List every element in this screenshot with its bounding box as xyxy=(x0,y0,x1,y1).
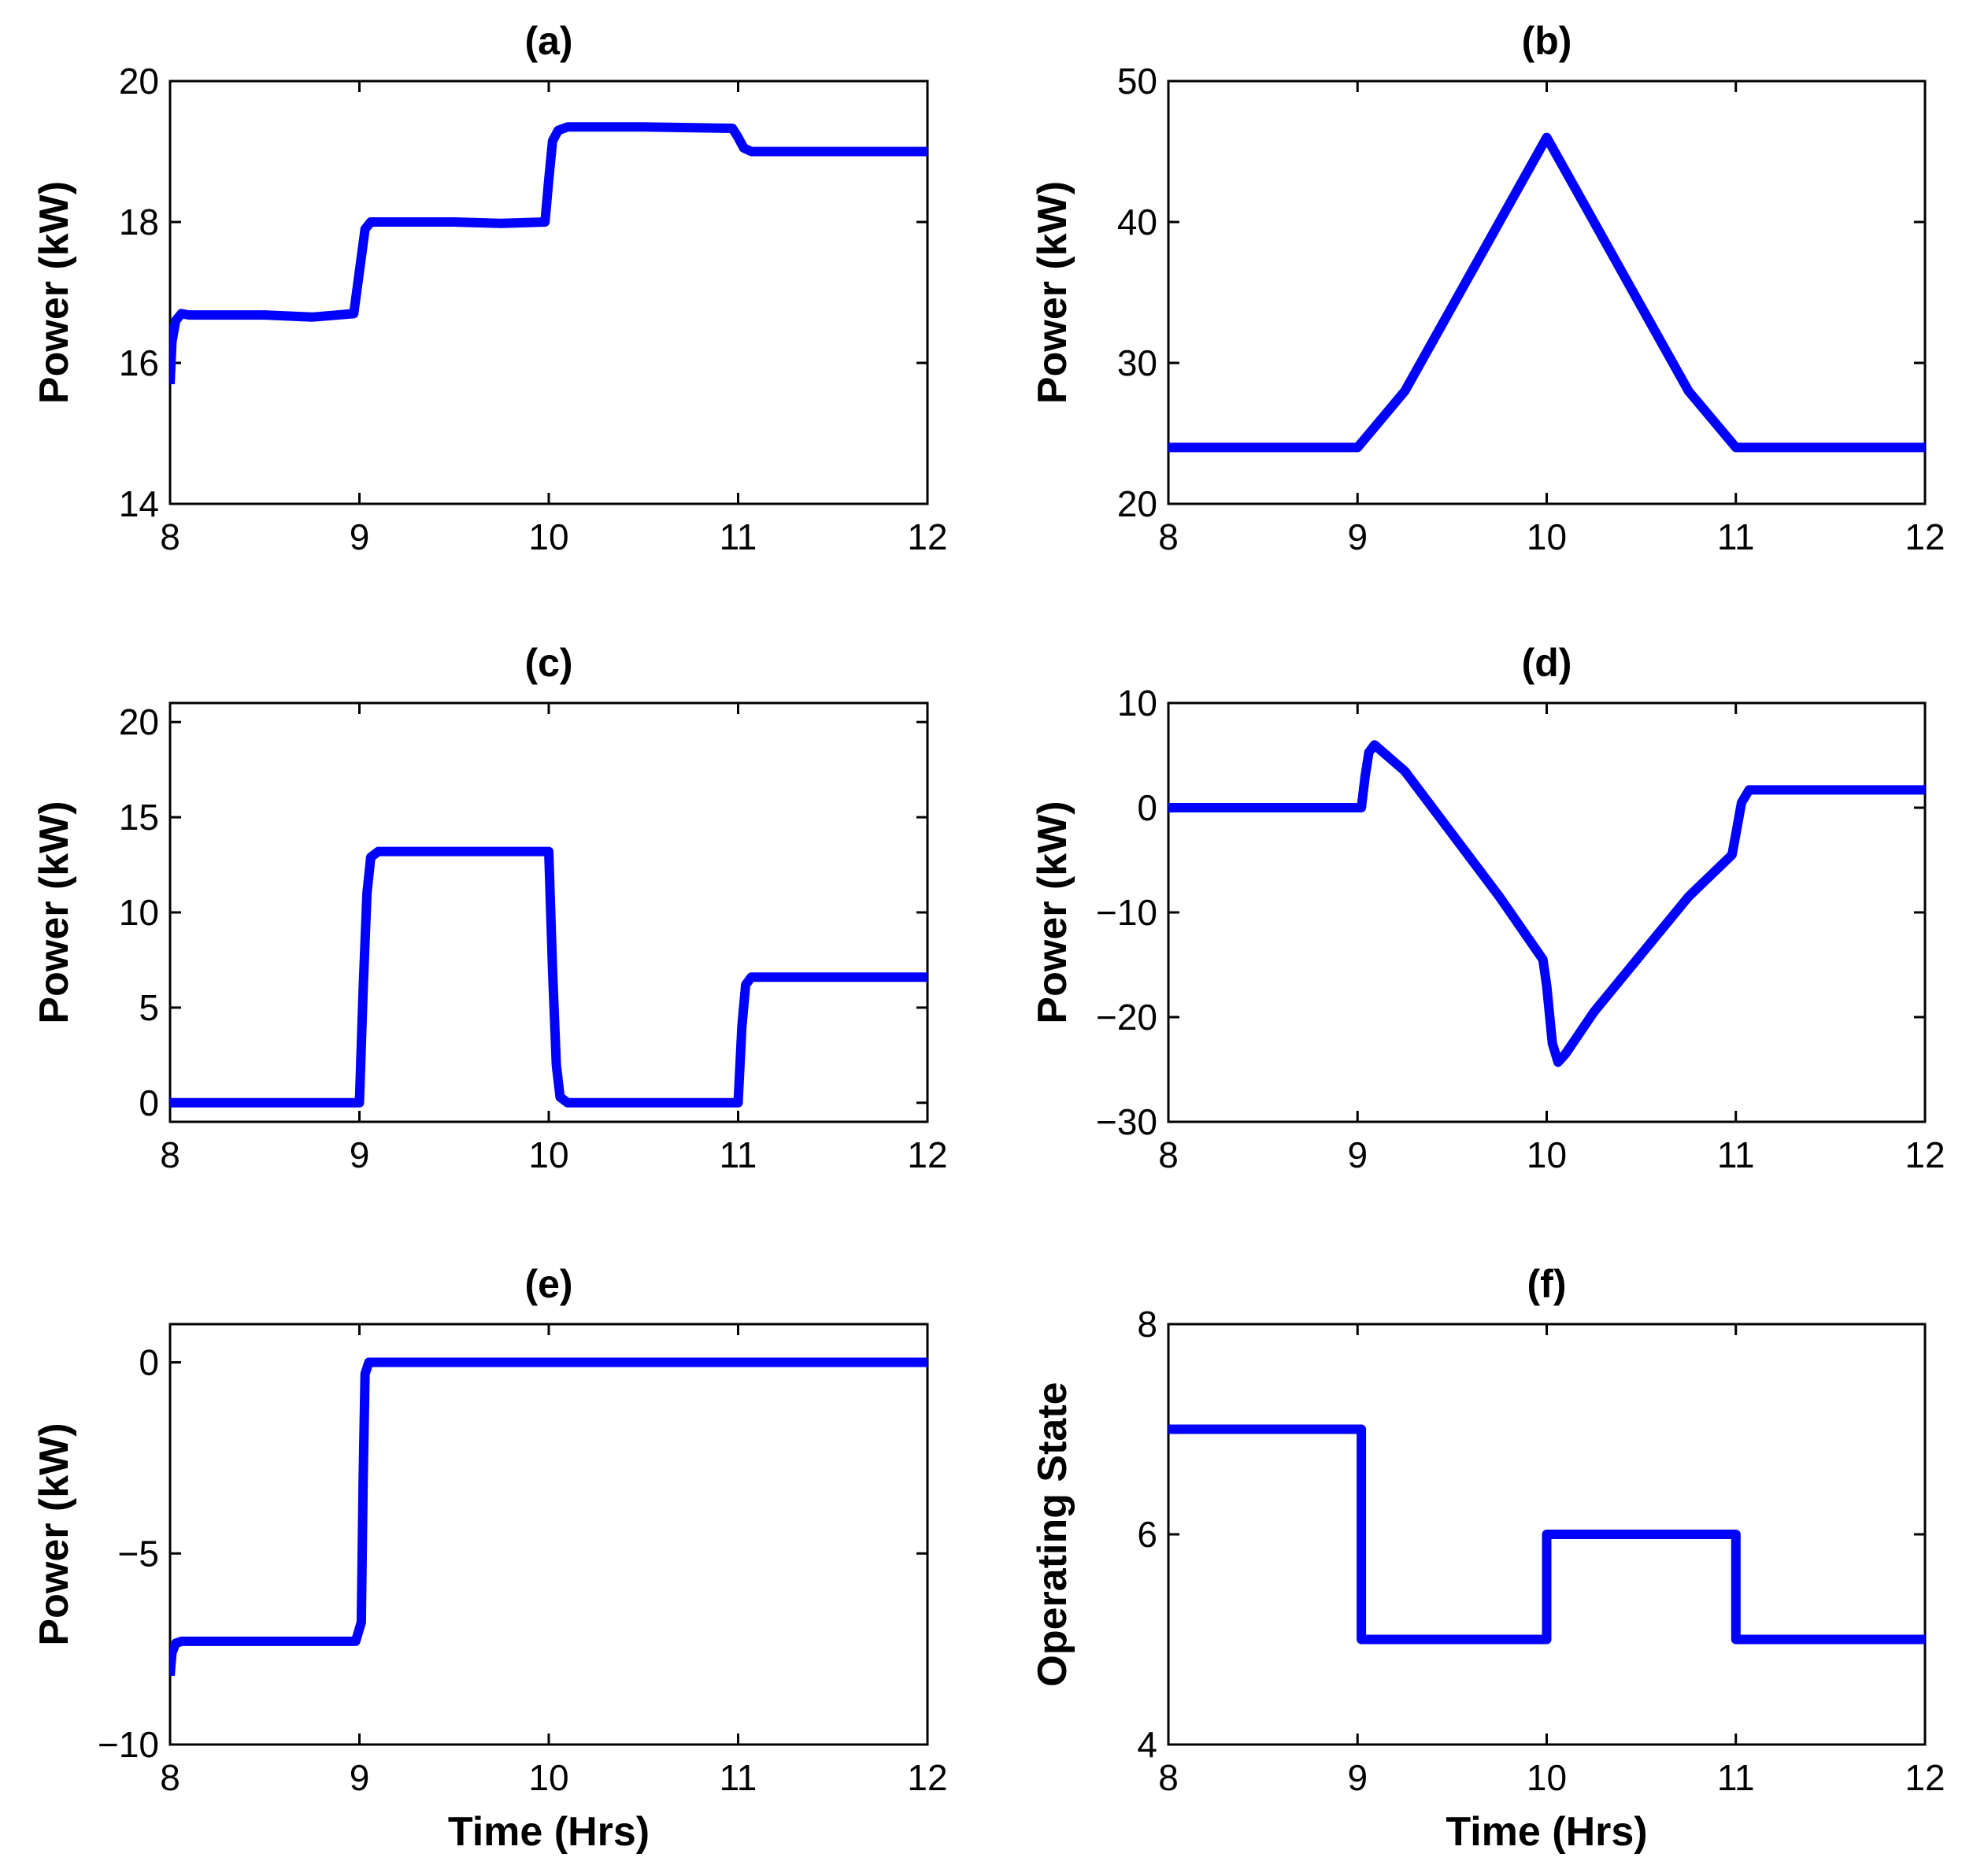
x-tick-label: 9 xyxy=(350,516,370,557)
x-tick-label: 8 xyxy=(160,1757,180,1798)
x-tick-label: 10 xyxy=(1527,1134,1567,1175)
x-tick-label: 11 xyxy=(720,1134,757,1175)
y-tick-label: −30 xyxy=(1096,1101,1157,1142)
panel-title: (e) xyxy=(524,1262,572,1306)
y-tick-label: 0 xyxy=(139,1082,159,1123)
y-tick-label: 20 xyxy=(119,701,159,742)
y-tick-label: 6 xyxy=(1137,1514,1157,1555)
y-tick-label: −5 xyxy=(118,1533,159,1574)
y-tick-label: 5 xyxy=(139,987,159,1028)
x-tick-label: 9 xyxy=(350,1134,370,1175)
y-tick-label: 8 xyxy=(1137,1304,1157,1345)
y-tick-label: 50 xyxy=(1117,61,1157,102)
y-axis-label: Power (kW) xyxy=(31,1423,77,1645)
panel-title: (b) xyxy=(1522,19,1572,63)
x-tick-label: 10 xyxy=(1527,1757,1567,1798)
panel-title: (d) xyxy=(1522,641,1572,685)
y-tick-label: 10 xyxy=(1117,683,1157,723)
x-axis-label: Time (Hrs) xyxy=(448,1809,650,1855)
series-line-power xyxy=(1168,132,1925,453)
y-axis-label: Power (kW) xyxy=(31,181,77,404)
plot-frame xyxy=(1167,701,1927,1123)
x-tick-label: 8 xyxy=(1158,1134,1179,1175)
x-tick-label: 8 xyxy=(160,516,180,557)
panel-b: 8 9 10 11 12 20 30 40 50 (b) Power (kW) xyxy=(1030,19,1945,557)
y-axis-label: Power (kW) xyxy=(31,801,77,1023)
y-tick-label: 15 xyxy=(119,797,159,838)
x-tick-label: 12 xyxy=(1905,1757,1945,1798)
x-tick-label: 10 xyxy=(528,516,568,557)
y-tick-label: −20 xyxy=(1096,997,1157,1038)
x-tick-label: 11 xyxy=(1717,516,1755,557)
x-tick-label: 8 xyxy=(1158,1757,1179,1798)
y-tick-label: 4 xyxy=(1137,1724,1157,1765)
x-tick-label: 9 xyxy=(1347,516,1368,557)
panel-title: (c) xyxy=(524,641,572,685)
y-tick-label: 0 xyxy=(1137,787,1157,828)
y-tick-label: 20 xyxy=(119,61,159,102)
series-line-state xyxy=(1168,1424,1925,1645)
x-tick-label: 9 xyxy=(1347,1757,1368,1798)
x-tick-label: 12 xyxy=(1905,516,1945,557)
x-tick-label: 12 xyxy=(907,1757,947,1798)
x-tick-label: 12 xyxy=(1905,1134,1945,1175)
x-tick-label: 10 xyxy=(528,1757,568,1798)
x-tick-label: 9 xyxy=(1347,1134,1368,1175)
series-line-power xyxy=(170,1357,927,1677)
plot-frame xyxy=(168,1323,929,1746)
y-tick-label: 16 xyxy=(119,342,159,383)
panel-c: 8 9 10 11 12 0 5 10 15 20 (c) Power (kW) xyxy=(31,641,948,1175)
y-tick-label: 18 xyxy=(119,202,159,242)
x-tick-label: 11 xyxy=(1717,1134,1755,1175)
plot-frame xyxy=(1167,80,1927,505)
x-tick-label: 10 xyxy=(1527,516,1567,557)
x-tick-label: 8 xyxy=(1158,516,1179,557)
series-line-power xyxy=(170,846,927,1108)
y-tick-label: 0 xyxy=(139,1342,159,1383)
y-axis-label: Power (kW) xyxy=(1030,181,1075,404)
x-tick-label: 10 xyxy=(528,1134,568,1175)
x-tick-label: 11 xyxy=(720,516,757,557)
x-tick-label: 12 xyxy=(907,516,947,557)
x-axis-label: Time (Hrs) xyxy=(1446,1809,1647,1855)
x-tick-label: 11 xyxy=(1717,1757,1755,1798)
panel-title: (a) xyxy=(524,19,572,63)
panel-d: 8 9 10 11 12 −30 −20 −10 0 10 (d) Power (kW) xyxy=(1030,641,1945,1175)
panel-e: 8 9 10 11 12 −10 −5 0 (e) Power (kW) Time (Hrs) xyxy=(31,1262,948,1855)
panel-title: (f) xyxy=(1527,1262,1567,1306)
x-tick-label: 11 xyxy=(720,1757,757,1798)
series-line-power xyxy=(1168,740,1925,1068)
series-line-power xyxy=(170,122,927,385)
y-tick-label: 20 xyxy=(1117,483,1157,524)
y-axis-label: Power (kW) xyxy=(1030,801,1075,1023)
y-tick-label: −10 xyxy=(98,1724,159,1765)
y-tick-label: 10 xyxy=(119,892,159,933)
x-tick-label: 9 xyxy=(350,1757,370,1798)
x-tick-label: 12 xyxy=(907,1134,947,1175)
panel-a: 8 9 10 11 12 14 16 18 20 (a) Power (kW) xyxy=(31,19,948,557)
x-tick-label: 8 xyxy=(160,1134,180,1175)
y-tick-label: 14 xyxy=(119,483,159,524)
y-axis-label: Operating State xyxy=(1030,1382,1075,1686)
y-tick-label: −10 xyxy=(1096,892,1157,933)
panel-f: 8 9 10 11 12 4 6 8 (f) Operating State Time (Hrs) xyxy=(1030,1262,1945,1855)
y-tick-label: 40 xyxy=(1117,202,1157,242)
y-tick-label: 30 xyxy=(1117,342,1157,383)
